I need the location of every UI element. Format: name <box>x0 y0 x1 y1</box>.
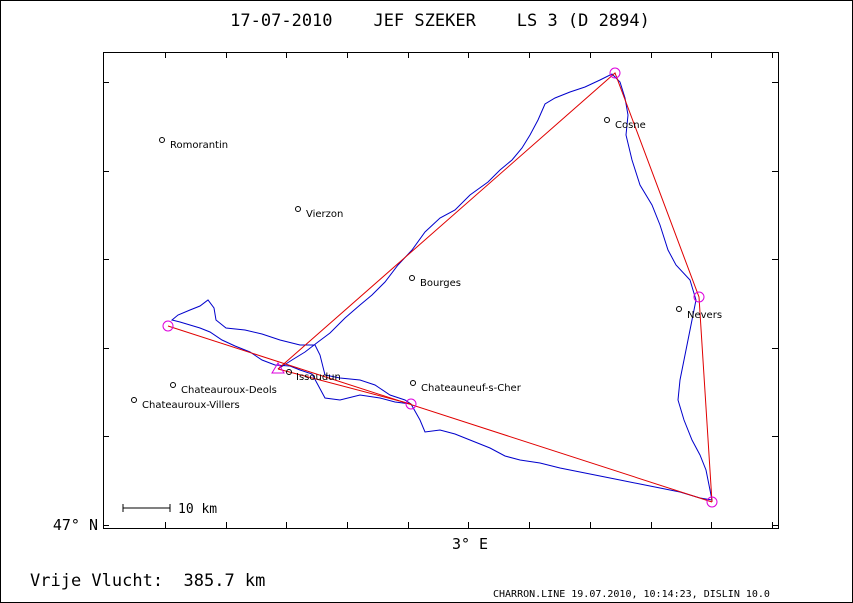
city-label: Nevers <box>687 310 722 321</box>
task-leg <box>167 325 713 503</box>
city-label: Bourges <box>420 278 461 289</box>
flight-track <box>170 73 713 501</box>
city-dot <box>409 275 415 281</box>
x-axis-label: 3° E <box>452 535 488 553</box>
y-axis-label: 47° N <box>53 516 98 534</box>
cities: Romorantin Vierzon Bourges Cosne Nevers … <box>131 117 722 411</box>
scale-bar <box>122 504 171 512</box>
distance: Vrije Vlucht: 385.7 km <box>30 571 265 591</box>
city-label: Issoudun <box>296 372 341 383</box>
frame-box <box>103 52 779 529</box>
city-label: Cosne <box>615 120 646 131</box>
city-label: Romorantin <box>170 140 228 151</box>
credit: CHARRON.LINE 19.07.2010, 10:14:23, DISLI… <box>493 589 770 600</box>
start-marker <box>271 362 285 374</box>
task-leg <box>277 368 412 405</box>
city-dot <box>295 206 301 212</box>
task-leg <box>277 72 713 503</box>
city-dot <box>131 397 137 403</box>
turnpoints <box>162 67 718 508</box>
city-dot <box>170 382 176 388</box>
turnpoint <box>405 398 417 410</box>
city-label: Vierzon <box>306 209 343 220</box>
turnpoint <box>693 291 705 303</box>
city-label: Chateauneuf-s-Cher <box>421 383 522 394</box>
city-dot <box>286 369 292 375</box>
city-dot <box>159 137 165 143</box>
city-dot <box>676 306 682 312</box>
city-label: Chateauroux-Deols <box>181 385 277 396</box>
city-dot <box>604 117 610 123</box>
task <box>167 72 713 503</box>
scale-label: 10 km <box>178 502 217 517</box>
turnpoint <box>162 320 174 332</box>
title: 17-07-2010 JEF SZEKER LS 3 (D 2894) <box>230 11 650 31</box>
city-label: Chateauroux-Villers <box>142 400 240 411</box>
turnpoint <box>609 67 621 79</box>
city-dot <box>410 380 416 386</box>
map-frame <box>103 52 779 529</box>
turnpoint <box>706 496 718 508</box>
